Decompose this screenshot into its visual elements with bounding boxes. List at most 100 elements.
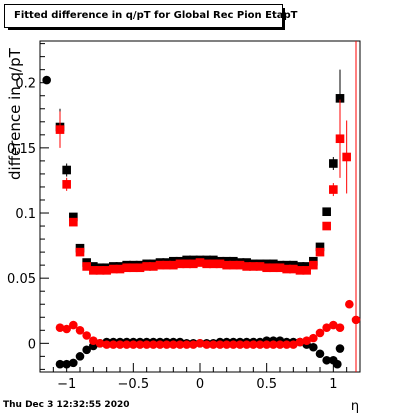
red-point: [249, 262, 258, 271]
y-tick-label: 0.05: [7, 272, 36, 287]
y-tick-label: 0: [28, 337, 36, 352]
x-axis-label: η: [351, 399, 359, 414]
red-point: [195, 339, 205, 348]
black-point: [62, 165, 71, 175]
red-point: [309, 333, 318, 343]
red-point: [75, 247, 85, 257]
red-point: [95, 339, 105, 348]
red-point: [189, 340, 198, 349]
red-point: [282, 264, 291, 274]
red-point: [315, 247, 325, 257]
data-points: [42, 69, 361, 369]
red-point: [335, 323, 345, 332]
red-point: [175, 259, 185, 269]
red-point: [275, 340, 285, 349]
red-point: [55, 323, 65, 332]
red-point: [295, 266, 305, 275]
red-point: [342, 152, 351, 162]
red-point: [169, 260, 178, 270]
red-point: [82, 331, 91, 340]
red-point: [62, 180, 71, 189]
red-point: [189, 259, 198, 269]
red-point: [255, 340, 265, 349]
black-point: [335, 94, 345, 103]
y-tick-label: 0.2: [15, 77, 36, 92]
y-tick-label: 0.1: [15, 207, 36, 222]
x-tick-label: −0.5: [118, 377, 150, 392]
red-point: [89, 266, 98, 275]
red-point: [242, 340, 251, 349]
red-point: [249, 340, 258, 349]
black-point: [322, 355, 331, 365]
black-point: [55, 359, 65, 369]
red-point: [115, 264, 125, 274]
black-point: [62, 359, 71, 369]
red-point: [182, 259, 191, 269]
y-tick-label: 0.15: [7, 142, 36, 157]
red-point: [222, 340, 231, 349]
x-tick-label: −1: [57, 377, 76, 392]
black-point: [315, 242, 325, 252]
red-point: [75, 325, 85, 335]
red-point: [69, 217, 78, 227]
red-point: [222, 260, 231, 270]
red-point: [169, 340, 178, 349]
red-point: [329, 185, 338, 194]
black-point: [75, 352, 85, 361]
red-point: [309, 260, 318, 270]
axis-ticks: −1 −0.5 0 0.5 1 0 0.05 0.1 0.15 0.2: [7, 43, 361, 392]
red-point: [229, 260, 238, 270]
red-point: [109, 264, 118, 274]
red-point: [315, 328, 325, 338]
red-point: [345, 299, 354, 309]
red-point: [229, 340, 238, 349]
red-point: [215, 340, 225, 349]
red-point: [202, 340, 211, 349]
red-point: [262, 263, 271, 273]
black-point: [322, 207, 331, 217]
red-point: [142, 340, 151, 349]
red-point: [122, 340, 131, 349]
red-point: [209, 340, 218, 349]
red-point: [102, 266, 111, 275]
red-point: [102, 340, 111, 349]
red-point: [175, 340, 185, 349]
red-point: [275, 263, 285, 273]
red-point: [135, 263, 145, 273]
red-point: [335, 134, 345, 144]
red-point: [209, 259, 218, 269]
red-point: [155, 260, 165, 270]
red-point: [149, 262, 158, 271]
red-point: [302, 266, 311, 275]
red-point: [269, 340, 278, 349]
black-point: [69, 212, 78, 222]
black-point: [42, 75, 51, 85]
red-point: [109, 340, 118, 349]
red-point: [162, 260, 171, 270]
black-point: [82, 345, 91, 355]
chart-title: Fitted difference in q/pT for Global Rec…: [4, 4, 297, 30]
red-point: [129, 340, 138, 349]
red-point: [329, 320, 338, 330]
red-point: [255, 262, 265, 271]
x-tick-label: 0.5: [256, 377, 277, 392]
black-point: [329, 159, 338, 168]
red-point: [302, 336, 311, 346]
red-point: [322, 221, 331, 231]
black-point: [335, 344, 345, 353]
footer-timestamp: Thu Dec 3 12:32:55 2020: [3, 400, 130, 410]
plot-frame: [39, 40, 361, 373]
red-point: [282, 340, 291, 349]
red-point: [62, 324, 71, 334]
red-point: [322, 323, 331, 332]
red-point: [235, 340, 245, 349]
red-point: [162, 340, 171, 349]
red-point: [55, 125, 65, 134]
red-point: [69, 320, 78, 330]
black-point: [315, 349, 325, 359]
red-point: [122, 263, 131, 273]
red-point: [242, 262, 251, 271]
red-point: [262, 340, 271, 349]
red-point: [289, 340, 298, 349]
